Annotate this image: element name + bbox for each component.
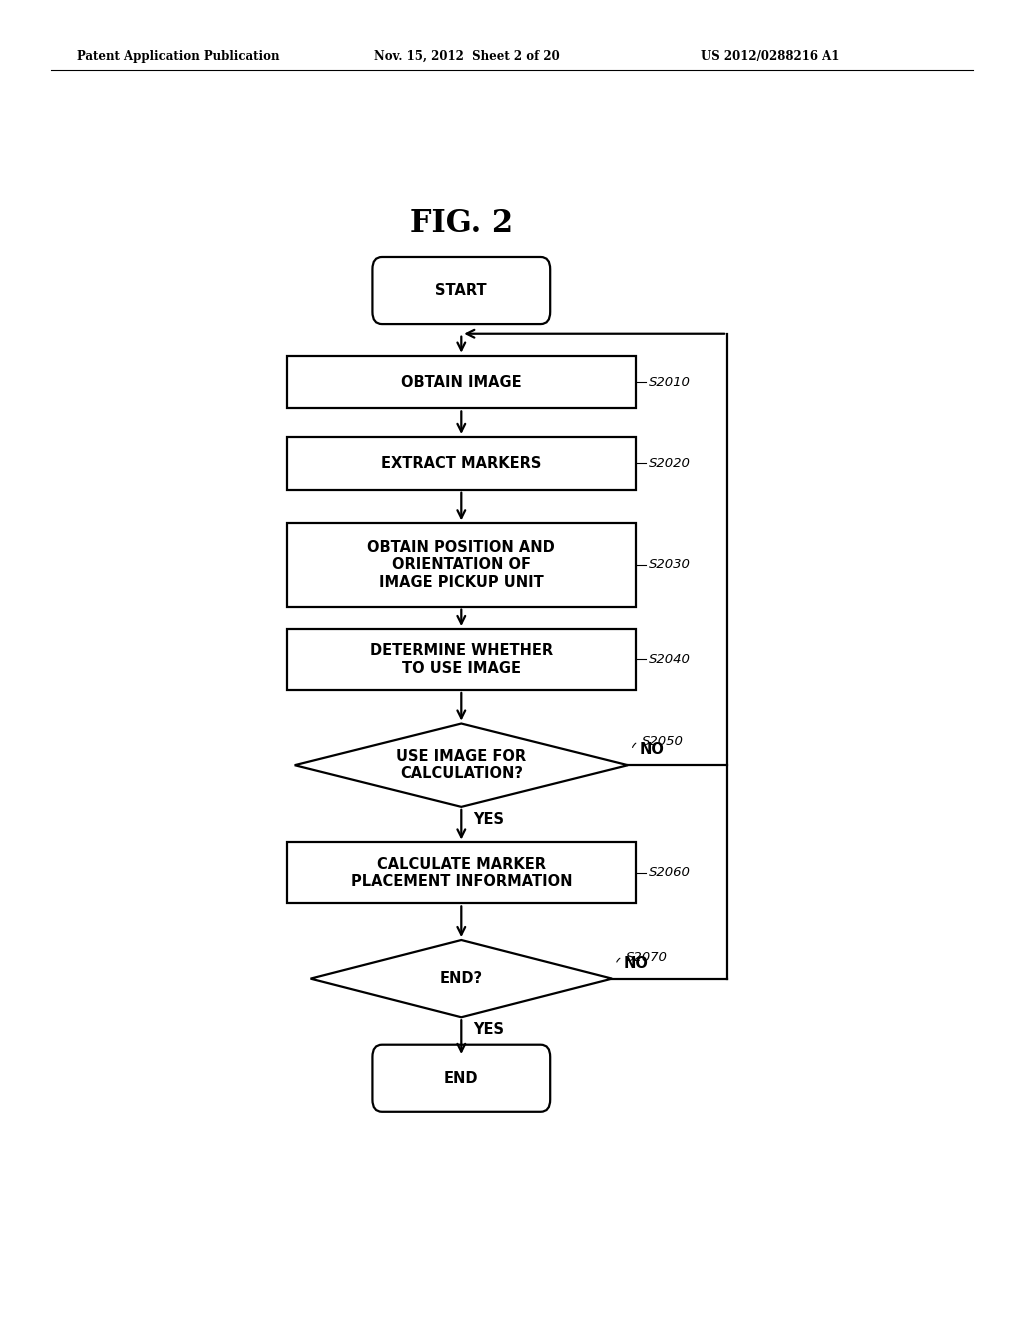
FancyBboxPatch shape bbox=[373, 257, 550, 325]
Text: YES: YES bbox=[473, 812, 504, 826]
Text: FIG. 2: FIG. 2 bbox=[410, 209, 513, 239]
Text: YES: YES bbox=[473, 1022, 504, 1038]
Text: OBTAIN POSITION AND
ORIENTATION OF
IMAGE PICKUP UNIT: OBTAIN POSITION AND ORIENTATION OF IMAGE… bbox=[368, 540, 555, 590]
Text: Patent Application Publication: Patent Application Publication bbox=[77, 50, 280, 63]
Text: US 2012/0288216 A1: US 2012/0288216 A1 bbox=[701, 50, 840, 63]
Text: USE IMAGE FOR
CALCULATION?: USE IMAGE FOR CALCULATION? bbox=[396, 748, 526, 781]
Text: END?: END? bbox=[439, 972, 483, 986]
Text: S2030: S2030 bbox=[649, 558, 691, 572]
FancyBboxPatch shape bbox=[373, 1044, 550, 1111]
Text: Nov. 15, 2012  Sheet 2 of 20: Nov. 15, 2012 Sheet 2 of 20 bbox=[374, 50, 559, 63]
Text: START: START bbox=[435, 282, 487, 298]
Polygon shape bbox=[310, 940, 612, 1018]
Bar bbox=[287, 842, 636, 903]
Bar bbox=[287, 523, 636, 607]
Bar bbox=[287, 355, 636, 408]
Text: S2050: S2050 bbox=[641, 735, 683, 748]
Text: CALCULATE MARKER
PLACEMENT INFORMATION: CALCULATE MARKER PLACEMENT INFORMATION bbox=[350, 857, 572, 890]
Text: S2020: S2020 bbox=[649, 457, 691, 470]
Text: S2070: S2070 bbox=[626, 950, 668, 964]
Text: EXTRACT MARKERS: EXTRACT MARKERS bbox=[381, 455, 542, 471]
Text: S2010: S2010 bbox=[649, 375, 691, 388]
Text: OBTAIN IMAGE: OBTAIN IMAGE bbox=[401, 375, 521, 389]
Text: DETERMINE WHETHER
TO USE IMAGE: DETERMINE WHETHER TO USE IMAGE bbox=[370, 643, 553, 676]
Bar bbox=[287, 437, 636, 490]
Bar bbox=[287, 630, 636, 690]
Polygon shape bbox=[295, 723, 628, 807]
Text: END: END bbox=[444, 1071, 478, 1086]
Text: NO: NO bbox=[640, 742, 665, 758]
Text: NO: NO bbox=[624, 956, 649, 970]
Text: S2040: S2040 bbox=[649, 653, 691, 667]
Text: S2060: S2060 bbox=[649, 866, 691, 879]
